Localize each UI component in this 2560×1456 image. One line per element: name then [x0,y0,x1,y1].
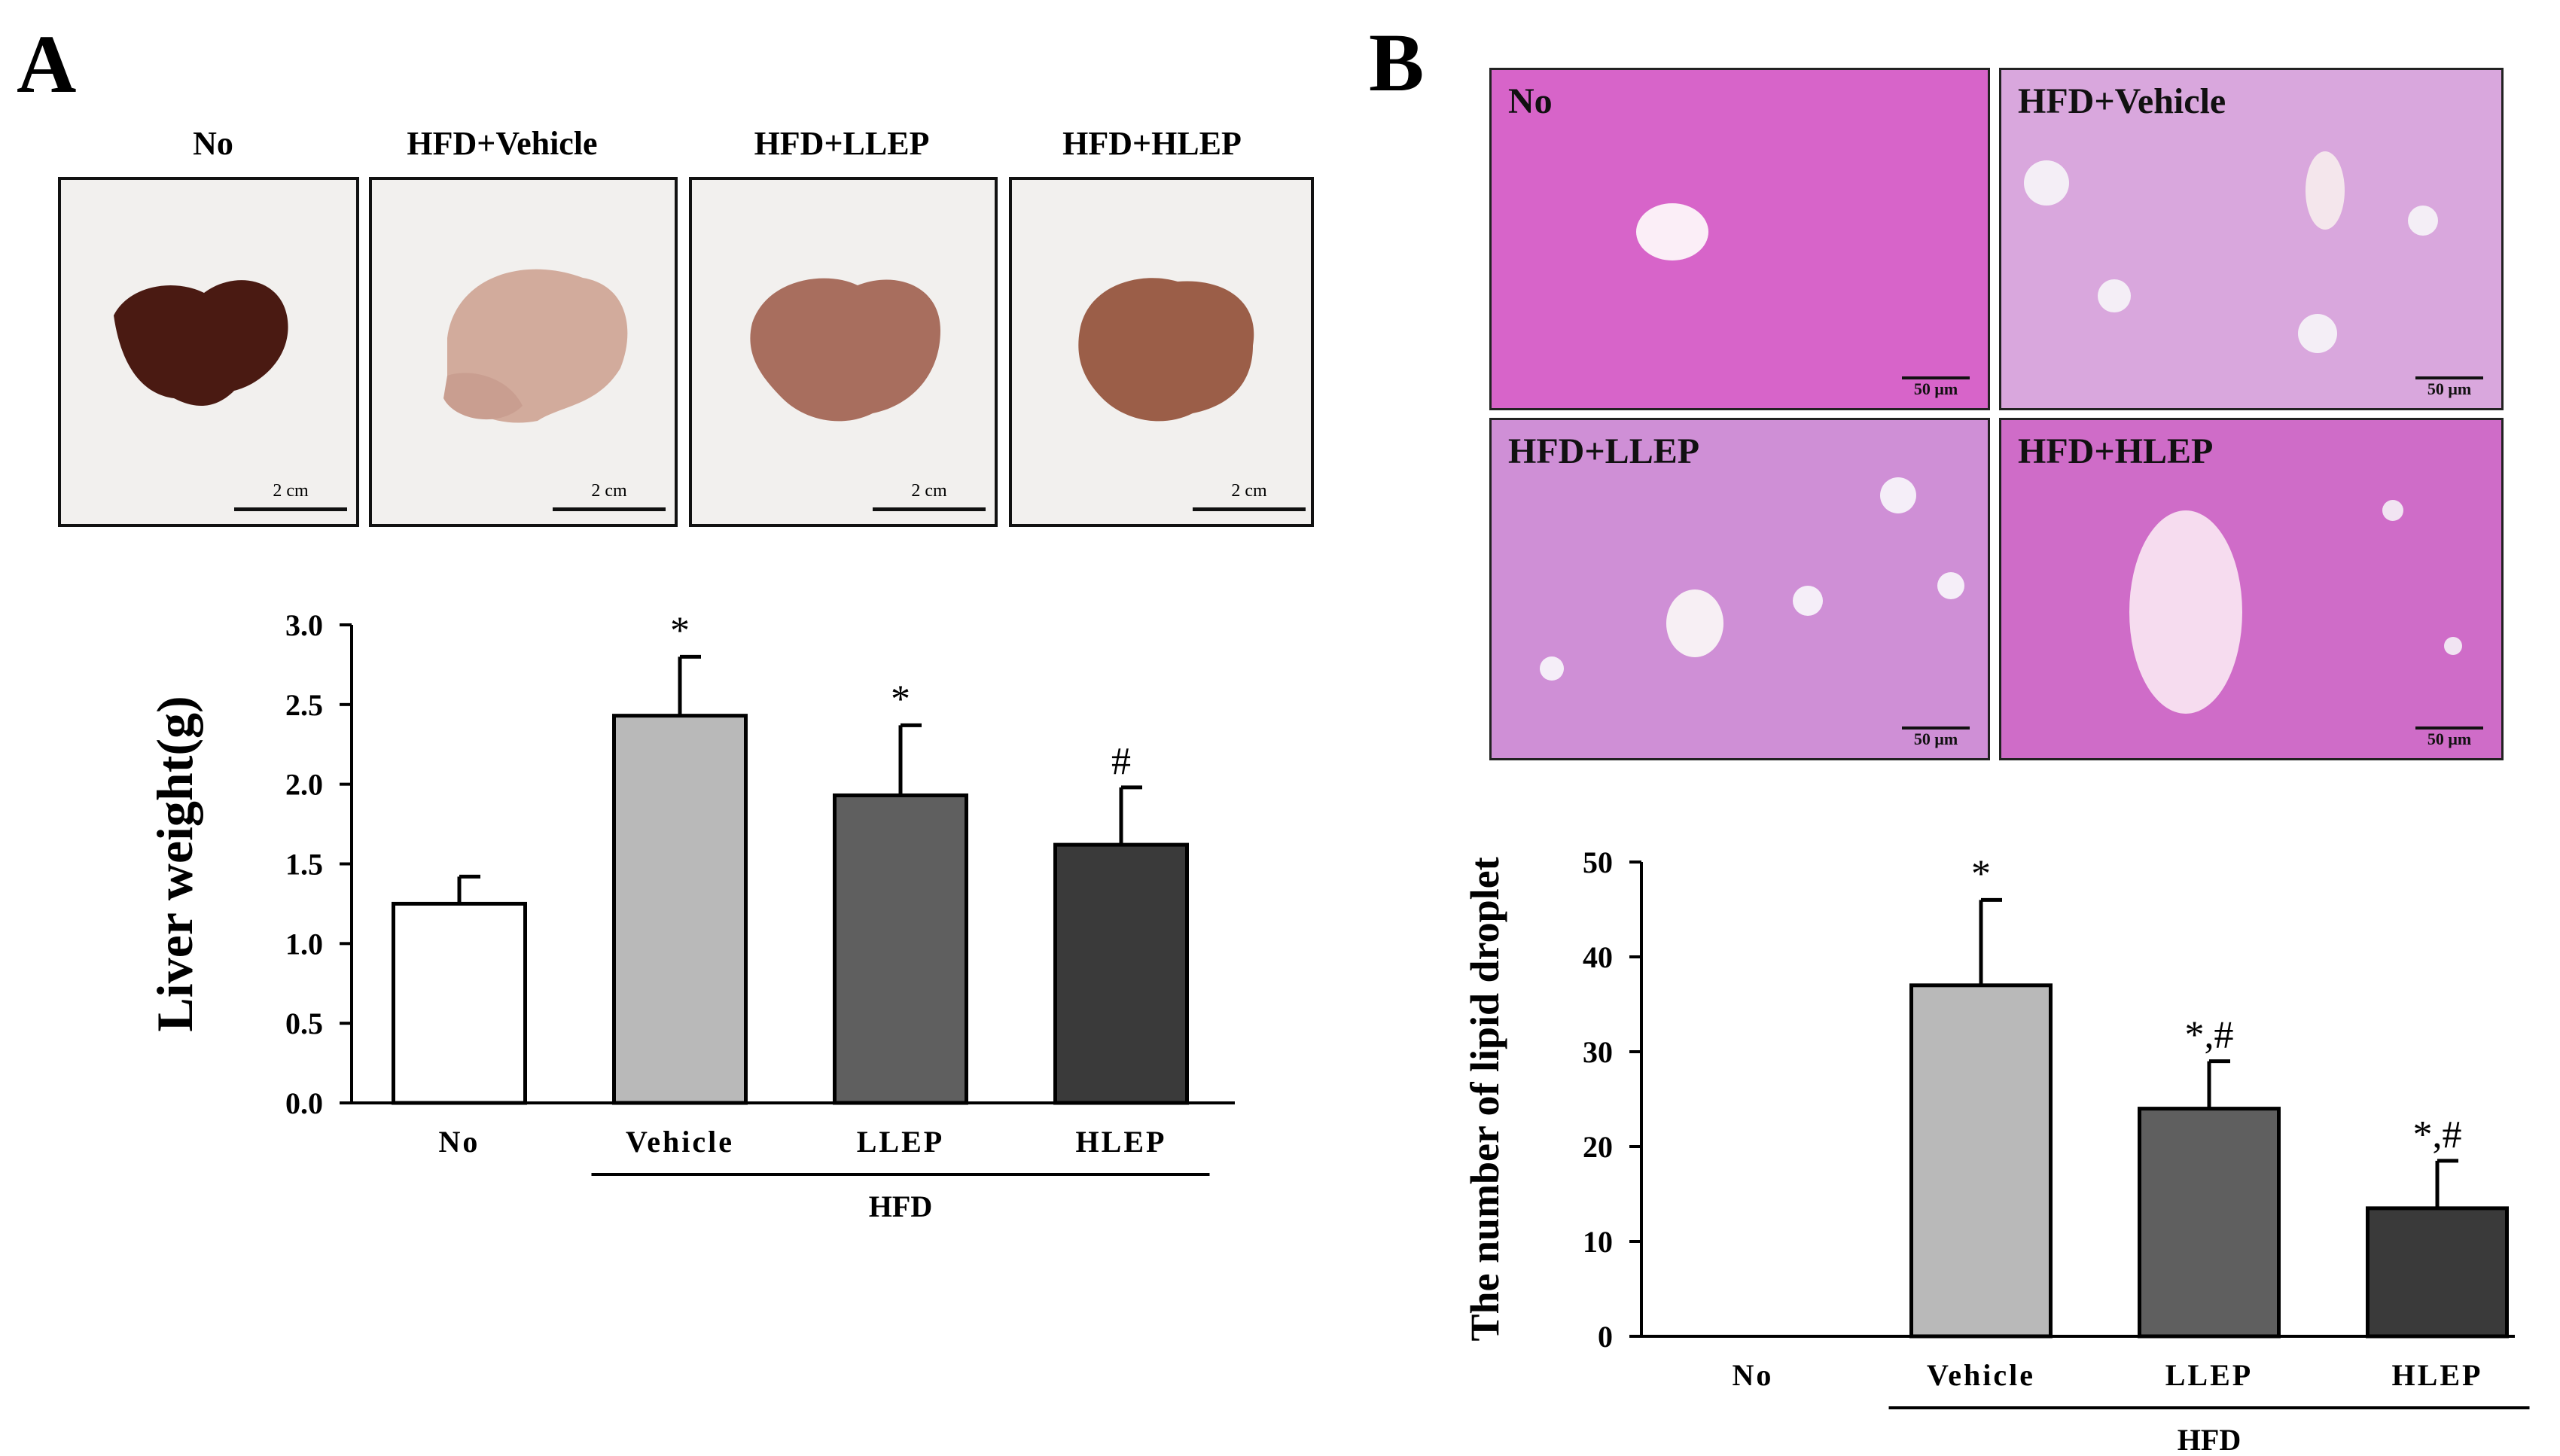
liver-shape [114,280,288,406]
x-tick-label: No [439,1125,480,1159]
histology-texture [2024,151,2438,353]
scale-bar [2415,726,2483,730]
y-tick-label: 1.5 [285,848,323,882]
bar [392,901,527,1105]
scale-text: 50 μm [1913,730,1958,748]
bar [833,793,968,1105]
histology-label: HFD+Vehicle [2018,81,2226,121]
histology-texture [2129,500,2462,714]
liver-shape [443,269,628,423]
scale-bar [2415,376,2483,379]
y-tick-label: 0.5 [285,1007,323,1040]
y-tick-label: 40 [1583,940,1613,974]
scale-text: 50 μm [2427,730,2472,748]
liver-shape [750,278,940,422]
y-axis-label: The number of lipid droplet [1462,857,1507,1341]
histology-label: No [1508,81,1553,121]
y-tick-label: 50 [1583,845,1613,879]
liver-photo-hfd-vehicle: 2 cm [369,177,678,527]
scale-bar [234,507,347,511]
y-tick-label: 3.0 [285,608,323,642]
x-tick-label: HLEP [1076,1125,1167,1159]
y-tick-label: 0 [1598,1320,1613,1354]
bar [1909,983,2053,1339]
liver-photo-no: 2 cm [58,177,359,527]
scale-text: 2 cm [1231,481,1267,501]
bar [612,714,748,1105]
histology-hfd-vehicle: HFD+Vehicle 50 μm [1999,68,2504,410]
bar [1053,842,1189,1105]
x-tick-label: No [1733,1358,1774,1392]
y-tick-label: 30 [1583,1035,1613,1069]
significance-mark: * [670,609,690,652]
x-tick-label: LLEP [2165,1358,2253,1392]
bar [2138,1107,2281,1339]
x-tick-label: HLEP [2392,1358,2483,1392]
group-label: HFD [869,1189,932,1223]
histology-texture [1636,203,1708,260]
scale-text: 2 cm [273,481,309,501]
scale-bar [553,507,666,511]
scale-bar [873,507,986,511]
scale-text: 50 μm [2427,379,2472,398]
scale-bar [1193,507,1306,511]
y-tick-label: 2.0 [285,768,323,802]
x-tick-label: LLEP [857,1125,944,1159]
significance-mark: *,# [2413,1113,2462,1156]
histology-no: No 50 μm [1489,68,1990,410]
y-tick-label: 0.0 [285,1086,323,1120]
scale-bar [1902,726,1970,730]
significance-mark: # [1111,740,1131,783]
panel-b-letter: B [1369,17,1425,108]
x-tick-label: Vehicle [1927,1358,2035,1392]
x-tick-label: Vehicle [626,1125,734,1159]
group-label: HFD [2178,1423,2241,1456]
histology-label: HFD+HLEP [2018,431,2214,471]
panel-a-letter: A [17,18,77,110]
lipid-droplet-chart: 0 10 20 30 40 50 The number of lipid droplet No… [1462,845,2530,1456]
photo-label-no: No [193,125,233,162]
photo-label-hfd-vehicle: HFD+Vehicle [407,125,598,162]
bar [2366,1206,2509,1339]
scale-text: 50 μm [1913,379,1958,398]
liver-weight-chart: 0.0 0.5 1.0 1.5 2.0 2.5 3.0 Liver weight(g) No * V… [146,608,1235,1223]
liver-photo-hfd-llep: 2 cm [689,177,998,527]
scale-text: 2 cm [911,481,947,501]
significance-mark: * [891,678,910,720]
histology-texture [1540,477,1964,681]
liver-shape [1078,278,1254,422]
histology-hfd-hlep: HFD+HLEP 50 μm [1999,418,2504,760]
scale-text: 2 cm [591,481,627,501]
histology-label: HFD+LLEP [1508,431,1700,471]
scale-bar [1902,376,1970,379]
y-tick-label: 10 [1583,1225,1613,1259]
significance-mark: * [1971,852,1991,895]
photo-label-hfd-llep: HFD+LLEP [754,125,930,162]
histology-hfd-llep: HFD+LLEP 50 μm [1489,418,1990,760]
liver-photo-hfd-hlep: 2 cm [1009,177,1314,527]
photo-label-hfd-hlep: HFD+HLEP [1062,125,1242,162]
y-tick-label: 2.5 [285,688,323,722]
y-tick-label: 1.0 [285,927,323,961]
y-axis-label: Liver weight(g) [146,696,203,1031]
y-tick-label: 20 [1583,1130,1613,1164]
significance-mark: *,# [2185,1014,2234,1057]
